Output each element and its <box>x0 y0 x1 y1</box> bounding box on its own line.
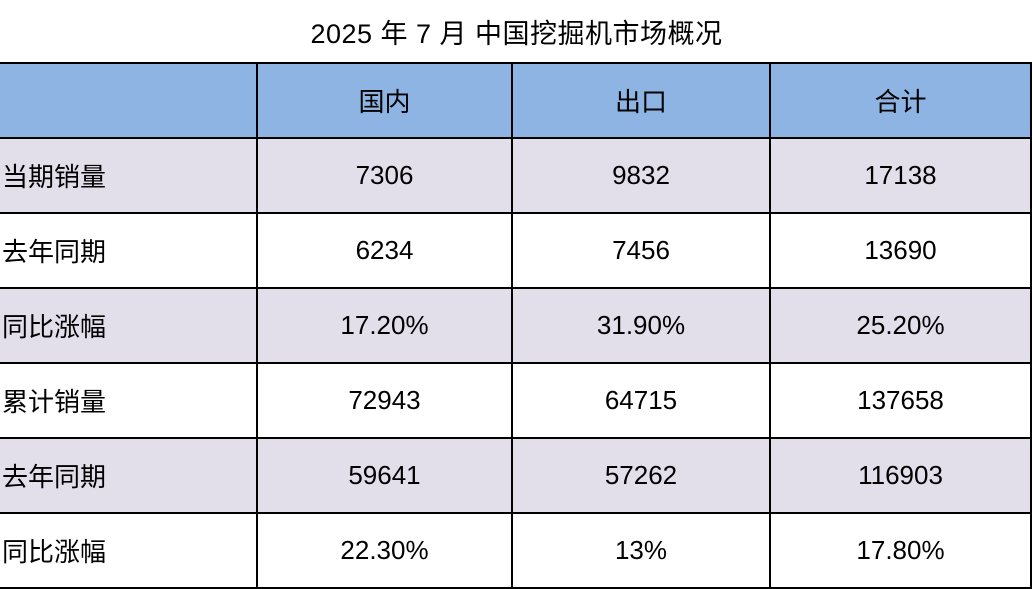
cell-domestic: 59641 <box>256 437 513 514</box>
cell-domestic: 6234 <box>256 212 513 289</box>
table-row-current-sales: 当期销量 7306 9832 17138 <box>0 137 1032 214</box>
cell-export: 57262 <box>511 437 771 514</box>
cell-total: 17.80% <box>769 512 1032 589</box>
page-title: 2025 年 7 月 中国挖掘机市场概况 <box>310 18 723 49</box>
row-label: 同比涨幅 <box>0 287 258 364</box>
row-label: 同比涨幅 <box>0 512 258 589</box>
market-overview-table: 国内 出口 合计 当期销量 7306 9832 17138 去年同期 6234 … <box>0 62 1032 589</box>
header-cell-export: 出口 <box>511 62 771 139</box>
table-row-yoy-growth: 同比涨幅 17.20% 31.90% 25.20% <box>0 287 1032 364</box>
header-cell-total: 合计 <box>769 62 1032 139</box>
cell-export: 31.90% <box>511 287 771 364</box>
table-row-cumulative-last-year: 去年同期 59641 57262 116903 <box>0 437 1032 514</box>
cell-total: 17138 <box>769 137 1032 214</box>
cell-domestic: 7306 <box>256 137 513 214</box>
cell-total: 25.20% <box>769 287 1032 364</box>
header-cell-domestic: 国内 <box>256 62 513 139</box>
cell-total: 137658 <box>769 362 1032 439</box>
cell-domestic: 17.20% <box>256 287 513 364</box>
cell-total: 116903 <box>769 437 1032 514</box>
row-label: 去年同期 <box>0 437 258 514</box>
table-row-cumulative-sales: 累计销量 72943 64715 137658 <box>0 362 1032 439</box>
row-label: 当期销量 <box>0 137 258 214</box>
cell-total: 13690 <box>769 212 1032 289</box>
table-header-row: 国内 出口 合计 <box>0 62 1032 139</box>
cell-domestic: 22.30% <box>256 512 513 589</box>
cell-export: 7456 <box>511 212 771 289</box>
table-row-cumulative-yoy-growth: 同比涨幅 22.30% 13% 17.80% <box>0 512 1032 589</box>
row-label: 累计销量 <box>0 362 258 439</box>
cell-export: 13% <box>511 512 771 589</box>
table-row-last-year-same-period: 去年同期 6234 7456 13690 <box>0 212 1032 289</box>
header-cell-rowlabel <box>0 62 258 139</box>
row-label: 去年同期 <box>0 212 258 289</box>
cell-export: 64715 <box>511 362 771 439</box>
cell-domestic: 72943 <box>256 362 513 439</box>
cell-export: 9832 <box>511 137 771 214</box>
